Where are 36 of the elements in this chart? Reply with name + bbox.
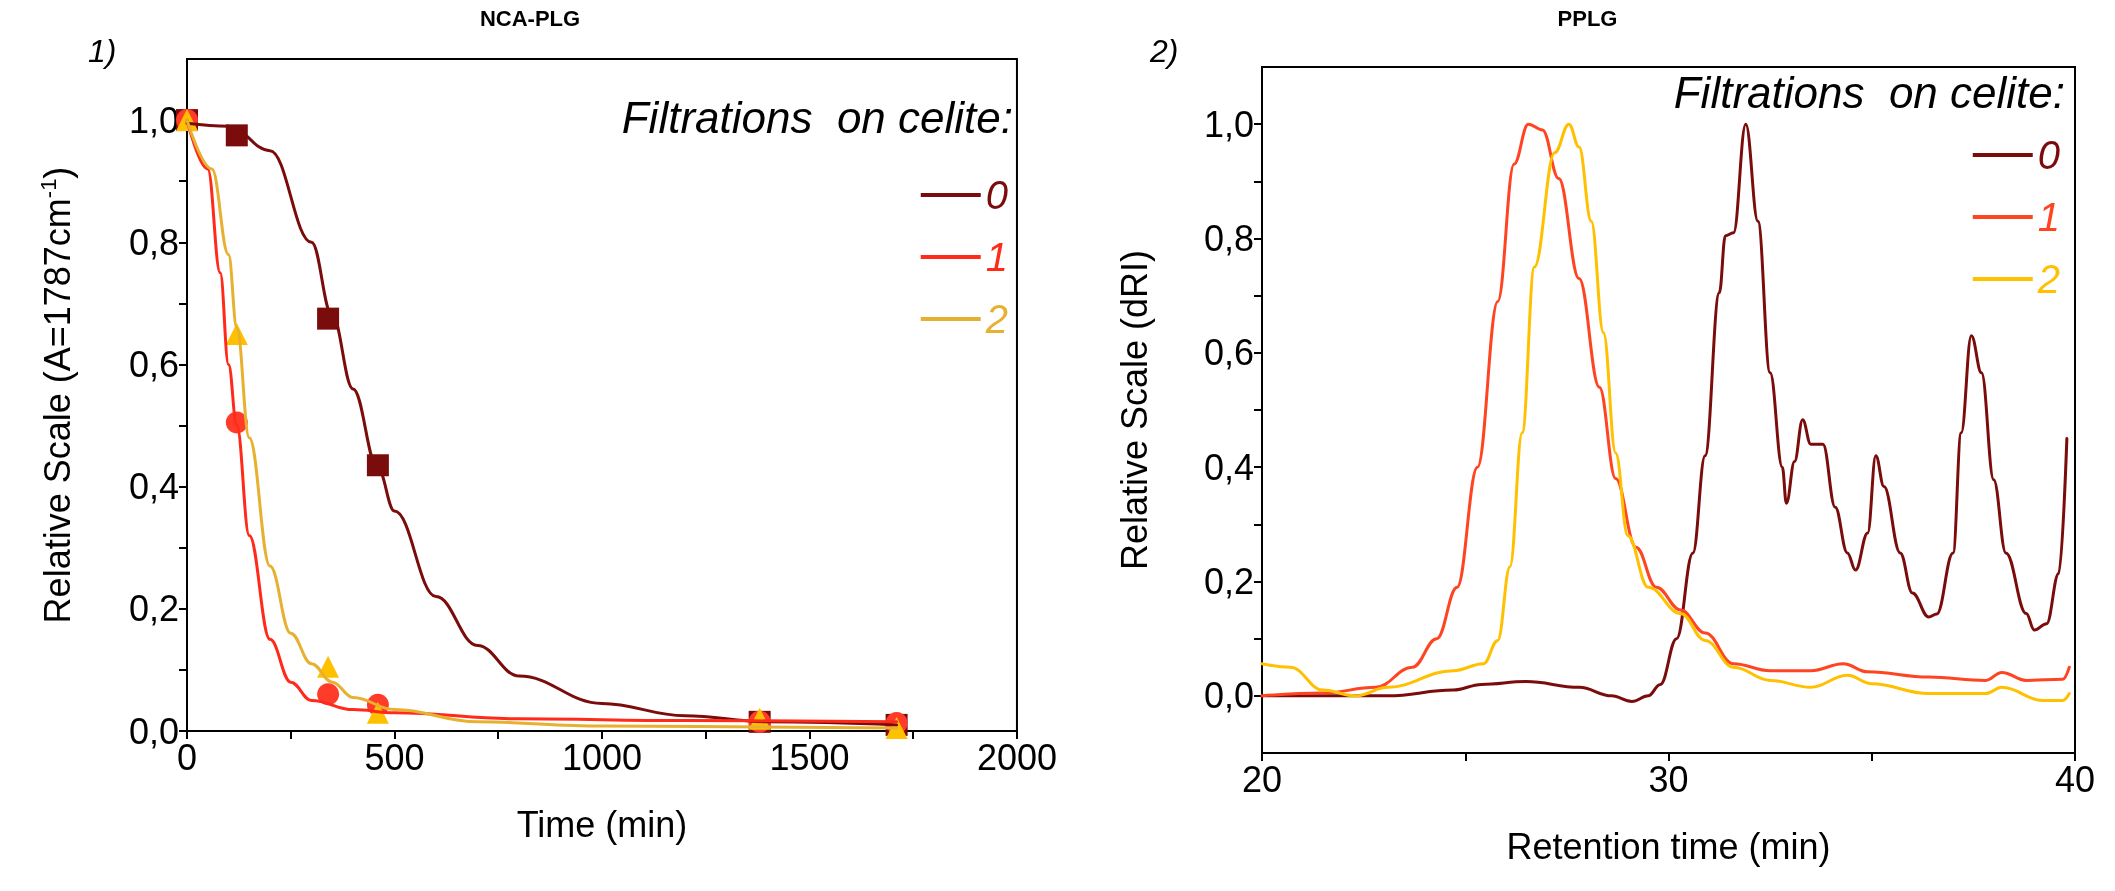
x-tick-label: 20 — [1241, 758, 1283, 800]
y-tick-label: 0,6 — [128, 343, 179, 385]
text: 1) — [88, 33, 117, 69]
legend-title: Filtrations on celite: — [621, 92, 1014, 142]
y-tick-label: 0,4 — [128, 466, 179, 508]
y-tick-label: 0,6 — [1203, 332, 1254, 374]
legend-label: 1 — [985, 235, 1008, 279]
y-tick-label: 1,0 — [1203, 103, 1254, 145]
x-axis-title: Time (min) — [516, 803, 688, 845]
chart-title: PPLG — [1557, 5, 1618, 31]
text: 2) — [1149, 33, 1179, 69]
y-tick-label: 0,8 — [128, 221, 179, 263]
y-axis-title: Relative Scale (A=1787cm-1) — [35, 166, 78, 624]
legend-label: 2 — [984, 297, 1008, 341]
x-tick-label: 40 — [2054, 758, 2096, 800]
legend-title: Filtrations on celite: — [1673, 67, 2066, 117]
x-axis-title: Retention time (min) — [1506, 825, 1831, 867]
legend-label: 2 — [2036, 257, 2060, 301]
point — [317, 683, 340, 706]
legend-label: 0 — [985, 173, 1008, 217]
legend-label: 1 — [2037, 195, 2060, 239]
y-tick-label: 0,8 — [1203, 218, 1254, 259]
y-tick-label: 0,0 — [1203, 675, 1254, 717]
x-tick-label: 500 — [364, 736, 425, 778]
y-axis-title: Relative Scale (dRI) — [1113, 249, 1155, 571]
x-tick-label: 1500 — [769, 736, 850, 778]
x-tick-label: 1000 — [561, 736, 643, 778]
x-tick-label: 30 — [1648, 758, 1689, 800]
y-tick-label: 0,0 — [128, 710, 179, 752]
chart-title: NCA-PLG — [479, 5, 581, 31]
legend-label: 0 — [2037, 133, 2060, 177]
y-tick-label: 0,4 — [1203, 446, 1254, 488]
y-tick-label: 0,2 — [1203, 561, 1254, 602]
y-tick-label: 0,2 — [128, 588, 179, 630]
x-tick-label: 2000 — [976, 736, 1057, 778]
x-tick-label: 0 — [176, 736, 198, 778]
